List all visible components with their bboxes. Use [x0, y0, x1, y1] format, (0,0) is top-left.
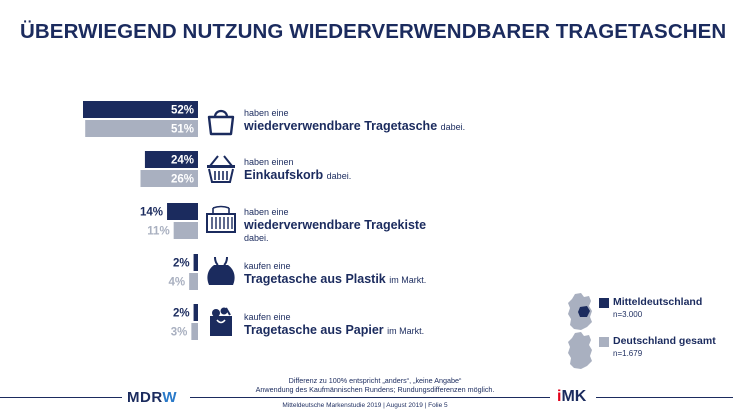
row-3-line1: kaufen eine	[244, 261, 291, 271]
footer-text: Mitteldeutsche Markenstudie 2019 | Augus…	[282, 402, 448, 409]
value-label-mitteldeutschland-3: 2%	[173, 258, 190, 270]
bar-deutschland-gesamt-1	[140, 170, 198, 187]
footnote-line2: Anwendung des Kaufmännischen Rundens; Ru…	[255, 385, 495, 394]
bar-mitteldeutschland-1	[144, 151, 198, 168]
tote-bag-icon	[207, 109, 235, 136]
row-0-tail: dabei.	[440, 122, 466, 132]
imk-logo: iMK	[557, 388, 587, 405]
legend-n-deutschland-gesamt: n=1.679	[613, 349, 643, 358]
footer-rule-left	[0, 397, 122, 398]
bar-mitteldeutschland-3	[193, 254, 198, 271]
value-label-deutschland-gesamt-0: 51%	[171, 124, 194, 136]
bar-deutschland-gesamt-2	[173, 222, 198, 239]
legend-swatch-mitteldeutschland	[599, 298, 609, 308]
bar-deutschland-gesamt-4	[191, 323, 198, 340]
bar-mitteldeutschland-4	[193, 304, 198, 321]
row-4-line2: Tragetasche aus Papier	[244, 323, 384, 337]
legend-label-deutschland-gesamt: Deutschland gesamt	[613, 335, 716, 347]
value-label-deutschland-gesamt-4: 3%	[171, 327, 188, 339]
row-4-tail: im Markt.	[387, 326, 425, 336]
value-label-mitteldeutschland-4: 2%	[173, 308, 190, 320]
bar-deutschland-gesamt-0	[85, 120, 198, 137]
row-text-0: haben eine wiederverwendbare Tragetasche…	[244, 108, 465, 135]
row-text-3: kaufen eine Tragetasche aus Plastik im M…	[244, 261, 426, 288]
row-1-tail: dabei.	[326, 171, 352, 181]
legend-label-mitteldeutschland: Mitteldeutschland	[613, 296, 703, 308]
row-4-line1: kaufen eine	[244, 312, 291, 322]
row-text-4: kaufen eine Tragetasche aus Papier im Ma…	[244, 312, 424, 339]
row-0-line1: haben eine	[244, 108, 289, 118]
germany-map-mitteldeutschland-icon	[568, 293, 592, 330]
row-2-tail: dabei.	[244, 233, 269, 243]
mdrw-logo: MDRW	[127, 389, 178, 406]
plastic-bag-icon	[207, 256, 235, 285]
legend-swatch-deutschland-gesamt	[599, 337, 609, 347]
row-1-line1: haben einen	[244, 157, 294, 167]
value-label-deutschland-gesamt-3: 4%	[169, 277, 186, 289]
bar-deutschland-gesamt-3	[189, 273, 198, 290]
value-label-mitteldeutschland-2: 14%	[140, 207, 163, 219]
page-title: ÜBERWIEGEND NUTZUNG WIEDERVERWENDBARER T…	[20, 20, 727, 43]
footnote: Differenz zu 100% entspricht „anders“, „…	[200, 376, 550, 394]
value-label-mitteldeutschland-0: 52%	[171, 105, 194, 117]
crate-icon	[206, 205, 236, 233]
row-0-line2: wiederverwendbare Tragetasche	[244, 119, 438, 133]
legend-n-mitteldeutschland: n=3.000	[613, 310, 643, 319]
footer-rule	[190, 397, 550, 398]
row-text-1: haben einen Einkaufskorb dabei.	[244, 157, 351, 184]
shopping-basket-icon	[207, 155, 235, 183]
row-3-tail: im Markt.	[389, 275, 427, 285]
row-text-2: haben eine wiederverwendbare Tragekiste …	[244, 207, 426, 244]
germany-map-gesamt-icon	[568, 332, 592, 369]
bar-mitteldeutschland-2	[167, 203, 198, 220]
value-label-mitteldeutschland-1: 24%	[171, 155, 194, 167]
paper-bag-icon	[210, 307, 232, 336]
value-label-deutschland-gesamt-1: 26%	[171, 174, 194, 186]
value-label-deutschland-gesamt-2: 11%	[147, 226, 169, 238]
row-3-line2: Tragetasche aus Plastik	[244, 272, 386, 286]
footnote-line1: Differenz zu 100% entspricht „anders“, „…	[288, 376, 462, 385]
row-2-line1: haben eine	[244, 207, 289, 217]
row-1-line2: Einkaufskorb	[244, 168, 324, 182]
bar-mitteldeutschland-0	[83, 101, 198, 118]
row-2-line2: wiederverwendbare Tragekiste	[244, 218, 427, 232]
footer-rule-right	[596, 397, 733, 398]
